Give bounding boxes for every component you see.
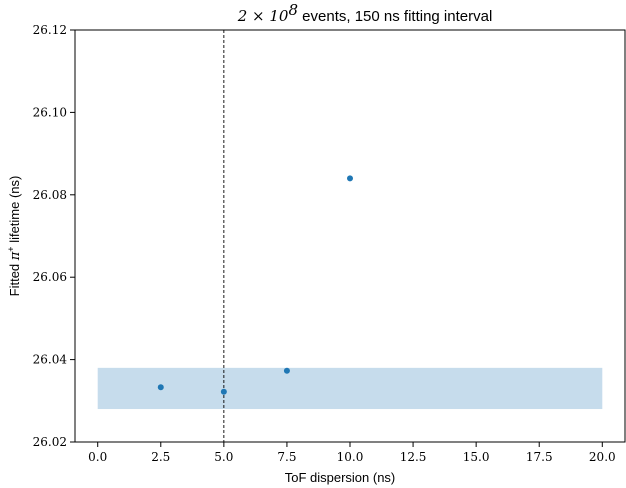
x-tick-label: 5.0 [214,450,233,464]
y-axis-label-superscript: + [6,246,16,251]
y-tick-label: 26.04 [33,353,68,367]
data-point-2 [220,388,227,395]
y-axis-label-suffix: lifetime (ns) [7,176,22,247]
y-tick-label: 26.06 [33,270,67,284]
x-axis-label: ToF dispersion (ns) [285,470,396,485]
chart-title: 2 × 108 events, 150 ns fitting interval [237,1,493,25]
y-axis-label-symbol: π [8,251,23,261]
y-tick-label: 26.10 [33,105,67,119]
x-tick-label: 17.5 [526,450,553,464]
title-text: events, 150 ns fitting interval [298,8,492,25]
data-point-3 [283,367,290,374]
x-tick-label: 20.0 [589,450,616,464]
x-tick-label: 7.5 [277,450,296,464]
x-tick-label: 12.5 [400,450,427,464]
x-tick-label: 10.0 [337,450,364,464]
y-tick-label: 26.02 [33,435,67,449]
x-tick-label: 0.0 [88,450,107,464]
x-tick-label: 2.5 [151,450,170,464]
y-axis-label-prefix: Fitted [7,260,22,296]
data-point-1 [157,384,164,391]
title-math-exponent: 8 [288,1,298,19]
data-point-4 [347,175,353,182]
y-tick-label: 26.08 [33,188,67,202]
y-tick-label: 26.12 [33,23,67,37]
uncertainty-band [97,367,603,410]
title-math-prefix: 2 × 10 [237,7,289,25]
y-axis-label: Fitted π+ lifetime (ns) [6,176,23,297]
x-tick-label: 15.0 [463,450,490,464]
